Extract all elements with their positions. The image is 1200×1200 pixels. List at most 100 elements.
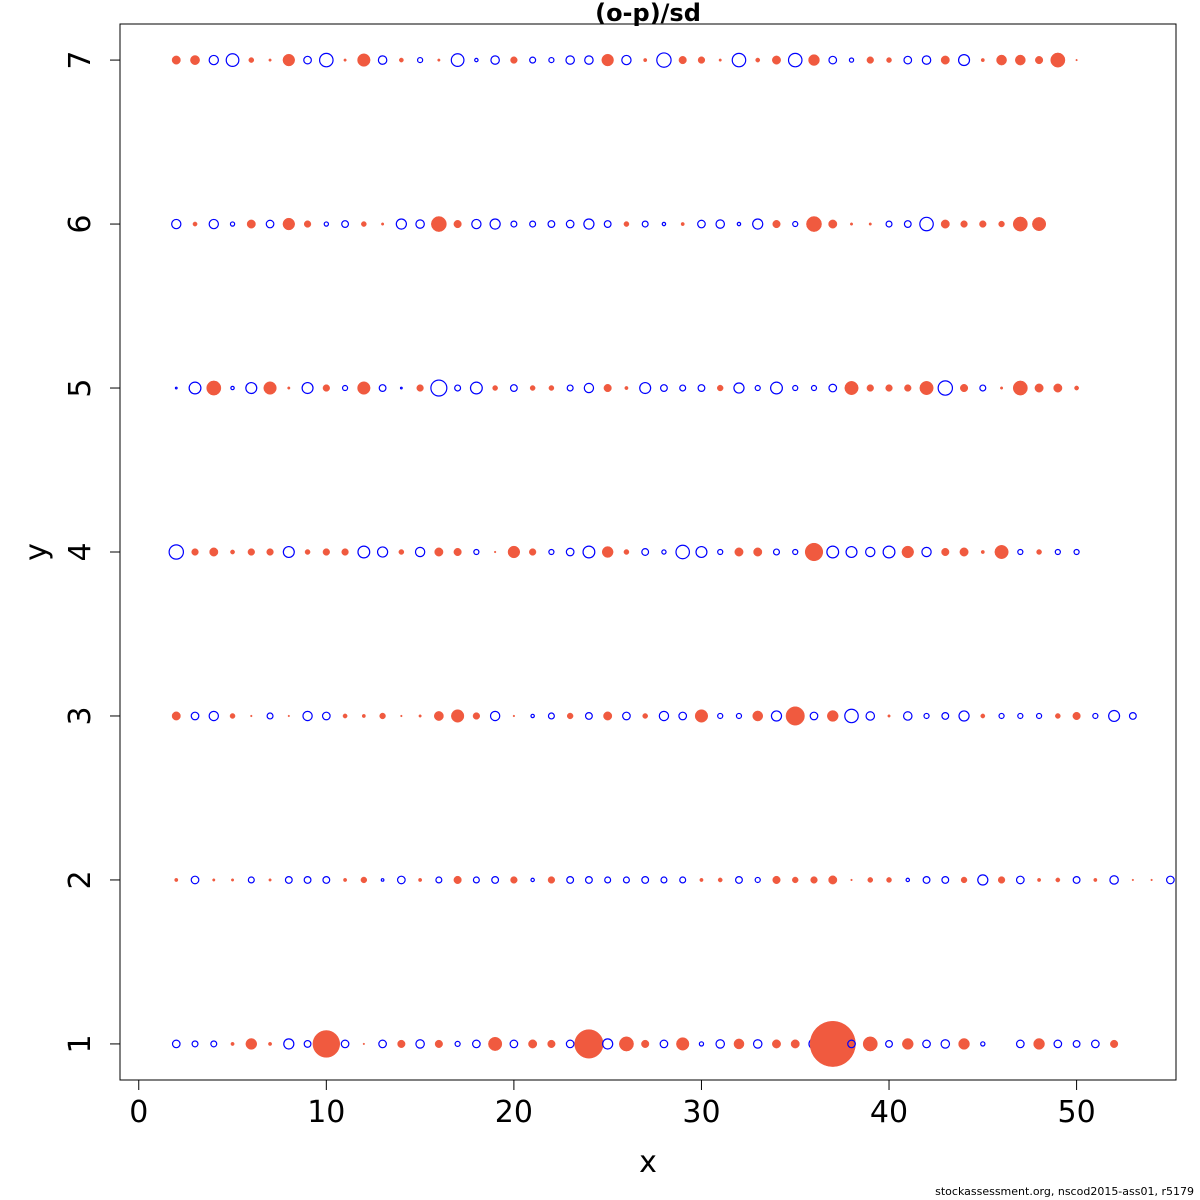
positive-residual-point (734, 547, 744, 557)
negative-residual-point (809, 711, 819, 721)
positive-residual-point (268, 878, 272, 882)
y-tick-label: 1 (63, 1034, 98, 1053)
positive-residual-point (902, 1038, 914, 1050)
positive-residual-point (785, 706, 805, 726)
positive-residual-point (431, 216, 447, 232)
negative-residual-point (979, 384, 987, 392)
negative-residual-point (941, 712, 950, 720)
positive-residual-point (885, 384, 893, 392)
negative-residual-point (472, 876, 480, 884)
negative-residual-point (660, 876, 668, 884)
positive-residual-point (790, 1039, 800, 1049)
negative-residual-point (188, 381, 202, 395)
negative-residual-point (679, 384, 687, 392)
negative-residual-point (414, 546, 426, 558)
negative-residual-point (584, 875, 593, 884)
negative-residual-point (735, 875, 743, 884)
positive-residual-point (678, 56, 687, 65)
negative-residual-point (641, 548, 650, 556)
positive-residual-point (603, 711, 613, 721)
negative-residual-point (998, 712, 1005, 720)
negative-residual-point (1090, 1039, 1100, 1049)
negative-residual-point (376, 546, 389, 558)
positive-residual-point (997, 876, 1006, 884)
positive-residual-point (453, 220, 462, 229)
negative-residual-point (565, 55, 575, 65)
negative-residual-point (752, 218, 764, 230)
negative-residual-point (378, 1039, 387, 1049)
negative-residual-point (566, 875, 575, 884)
positive-residual-point (717, 877, 723, 883)
negative-residual-point (903, 55, 913, 65)
positive-residual-point (1055, 713, 1061, 719)
positive-residual-point (357, 53, 371, 67)
negative-residual-point (565, 1039, 575, 1049)
positive-residual-point (245, 1038, 258, 1050)
positive-residual-point (357, 381, 371, 395)
positive-residual-point (1012, 380, 1028, 396)
negative-residual-point (490, 55, 500, 65)
negative-residual-point (826, 545, 840, 559)
negative-residual-point (622, 876, 630, 884)
negative-residual-point (1017, 712, 1024, 720)
positive-residual-point (960, 876, 968, 884)
negative-residual-point (717, 712, 724, 720)
positive-residual-point (230, 549, 235, 555)
negative-residual-point (678, 711, 688, 721)
negative-residual-point (208, 218, 220, 230)
negative-residual-point (1092, 712, 1099, 720)
positive-residual-point (547, 1039, 556, 1048)
positive-residual-point (603, 383, 612, 393)
negative-residual-point (489, 218, 501, 230)
positive-residual-point (1055, 877, 1061, 883)
positive-residual-point (434, 1039, 443, 1048)
negative-residual-point (1128, 712, 1137, 720)
negative-residual-point (958, 710, 970, 722)
negative-residual-point (622, 711, 631, 721)
positive-residual-point (190, 55, 200, 65)
positive-residual-point (246, 219, 256, 229)
positive-residual-point (919, 381, 934, 395)
positive-residual-point (772, 875, 781, 884)
negative-residual-point (903, 220, 912, 229)
negative-residual-point (641, 220, 649, 228)
negative-residual-point (474, 57, 479, 63)
positive-residual-point (171, 711, 181, 721)
positive-residual-point (1074, 385, 1079, 391)
negative-residual-point (604, 876, 612, 884)
negative-residual-point (1108, 709, 1121, 723)
positive-residual-point (804, 542, 824, 562)
positive-residual-point (322, 548, 330, 556)
negative-residual-point (792, 220, 799, 228)
negative-residual-point (865, 546, 876, 558)
negative-residual-point (395, 218, 407, 230)
negative-residual-point (565, 219, 575, 229)
negative-residual-point (340, 1039, 350, 1049)
negative-residual-point (230, 385, 235, 391)
negative-residual-point (885, 220, 893, 228)
y-tick-label: 3 (63, 706, 98, 725)
positive-residual-point (1037, 878, 1042, 882)
negative-residual-point (885, 1039, 893, 1048)
negative-residual-point (174, 386, 178, 390)
negative-residual-point (510, 220, 518, 228)
positive-residual-point (230, 1041, 235, 1046)
negative-residual-point (319, 52, 334, 68)
positive-residual-point (940, 219, 950, 229)
negative-residual-point (695, 545, 708, 559)
positive-residual-point (601, 546, 614, 558)
x-tick-label: 20 (495, 1095, 533, 1130)
positive-residual-point (998, 220, 1005, 228)
positive-residual-point (866, 384, 874, 392)
positive-residual-point (1015, 54, 1026, 66)
negative-residual-point (245, 381, 258, 395)
positive-residual-point (547, 876, 556, 884)
positive-residual-point (433, 711, 444, 721)
positive-residual-point (472, 712, 480, 720)
positive-residual-point (1072, 711, 1081, 721)
positive-residual-point (231, 878, 235, 882)
x-tick-label: 0 (129, 1095, 148, 1130)
positive-residual-point (437, 58, 441, 62)
positive-residual-point (641, 1039, 650, 1048)
negative-residual-point (303, 1039, 312, 1048)
